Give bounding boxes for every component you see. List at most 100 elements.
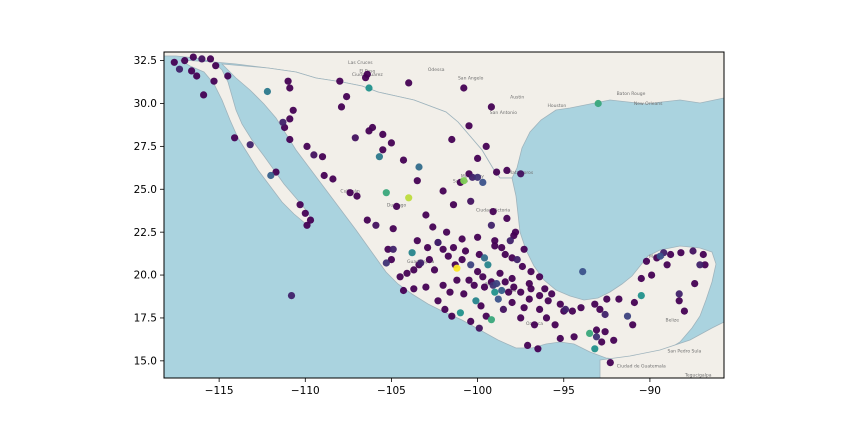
data-point — [689, 247, 697, 255]
data-point — [224, 72, 232, 80]
data-point — [263, 87, 271, 96]
data-point — [480, 254, 489, 262]
data-point — [318, 153, 327, 161]
data-point — [467, 197, 475, 205]
data-point — [429, 223, 437, 231]
data-point — [491, 237, 499, 245]
data-point — [303, 221, 311, 229]
data-point — [601, 310, 609, 319]
data-point — [193, 72, 201, 80]
map-label: New Orleans — [634, 101, 663, 107]
data-point — [458, 235, 466, 243]
data-point — [306, 216, 315, 224]
data-point — [498, 244, 506, 252]
data-point — [598, 338, 606, 346]
data-point — [630, 298, 639, 307]
y-axis: 15.0 17.5 20.0 22.5 25.0 27.5 30.0 32.5 — [134, 55, 164, 367]
data-point — [389, 245, 397, 253]
data-point — [479, 178, 487, 186]
data-point — [474, 233, 482, 241]
x-tick-label: −90 — [639, 385, 661, 397]
data-point — [663, 261, 671, 269]
map-label: Austin — [510, 94, 524, 100]
y-tick-label: 20.0 — [134, 270, 157, 282]
data-point — [510, 283, 518, 291]
data-point — [610, 336, 618, 344]
data-point — [494, 295, 502, 303]
data-point — [493, 280, 501, 288]
data-point — [336, 77, 344, 85]
data-point — [579, 268, 587, 276]
data-point — [410, 285, 418, 293]
data-point — [343, 93, 351, 101]
data-point — [446, 288, 454, 296]
data-point — [444, 252, 452, 260]
data-point — [396, 273, 404, 281]
data-point — [188, 67, 196, 75]
data-point — [198, 55, 206, 63]
data-point — [460, 290, 468, 298]
data-point — [508, 298, 516, 307]
data-point — [379, 130, 387, 138]
data-point — [696, 261, 704, 269]
data-point — [375, 153, 383, 161]
data-point — [601, 328, 609, 336]
x-tick-label: −95 — [553, 385, 575, 397]
data-point — [615, 295, 623, 303]
data-point — [556, 334, 564, 343]
data-point — [534, 345, 542, 353]
data-point — [499, 305, 507, 313]
data-point — [320, 171, 328, 180]
y-tick-label: 17.5 — [134, 313, 157, 325]
data-point — [699, 250, 707, 259]
data-point — [527, 268, 535, 276]
data-point — [389, 225, 397, 233]
data-point — [465, 122, 473, 130]
data-point — [637, 292, 645, 300]
data-point — [363, 70, 371, 78]
data-point — [513, 256, 521, 264]
data-point — [231, 134, 239, 142]
y-tick-label: 15.0 — [134, 355, 157, 367]
data-point — [501, 250, 509, 259]
data-point — [623, 312, 632, 320]
data-point — [310, 151, 318, 159]
data-point — [517, 170, 525, 178]
data-point — [468, 173, 476, 181]
data-point — [594, 99, 602, 108]
data-point — [536, 292, 544, 300]
data-point — [592, 333, 601, 341]
data-point — [480, 283, 489, 291]
map-label: Ciudad de Guatemala — [617, 364, 666, 370]
data-point — [337, 103, 346, 111]
data-point — [544, 297, 552, 305]
data-point — [489, 208, 497, 216]
map-label: Belize — [666, 317, 680, 323]
data-point — [536, 305, 544, 313]
data-point — [505, 288, 513, 296]
data-point — [405, 79, 413, 87]
data-point — [286, 84, 294, 92]
data-point — [399, 156, 408, 164]
data-point — [701, 261, 709, 269]
data-point — [637, 274, 645, 283]
data-point — [434, 238, 442, 247]
data-point — [351, 134, 359, 142]
data-point — [474, 268, 482, 276]
data-point — [413, 237, 421, 245]
data-point — [487, 316, 495, 324]
data-point — [393, 202, 401, 210]
data-point — [175, 65, 184, 73]
data-point — [606, 359, 614, 367]
data-point — [449, 244, 458, 252]
data-point — [460, 84, 468, 92]
data-point — [506, 237, 514, 245]
data-point — [577, 304, 585, 312]
data-point — [591, 300, 599, 308]
map-label: Baton Rouge — [617, 91, 646, 97]
data-point — [503, 166, 511, 174]
data-point — [518, 262, 527, 271]
